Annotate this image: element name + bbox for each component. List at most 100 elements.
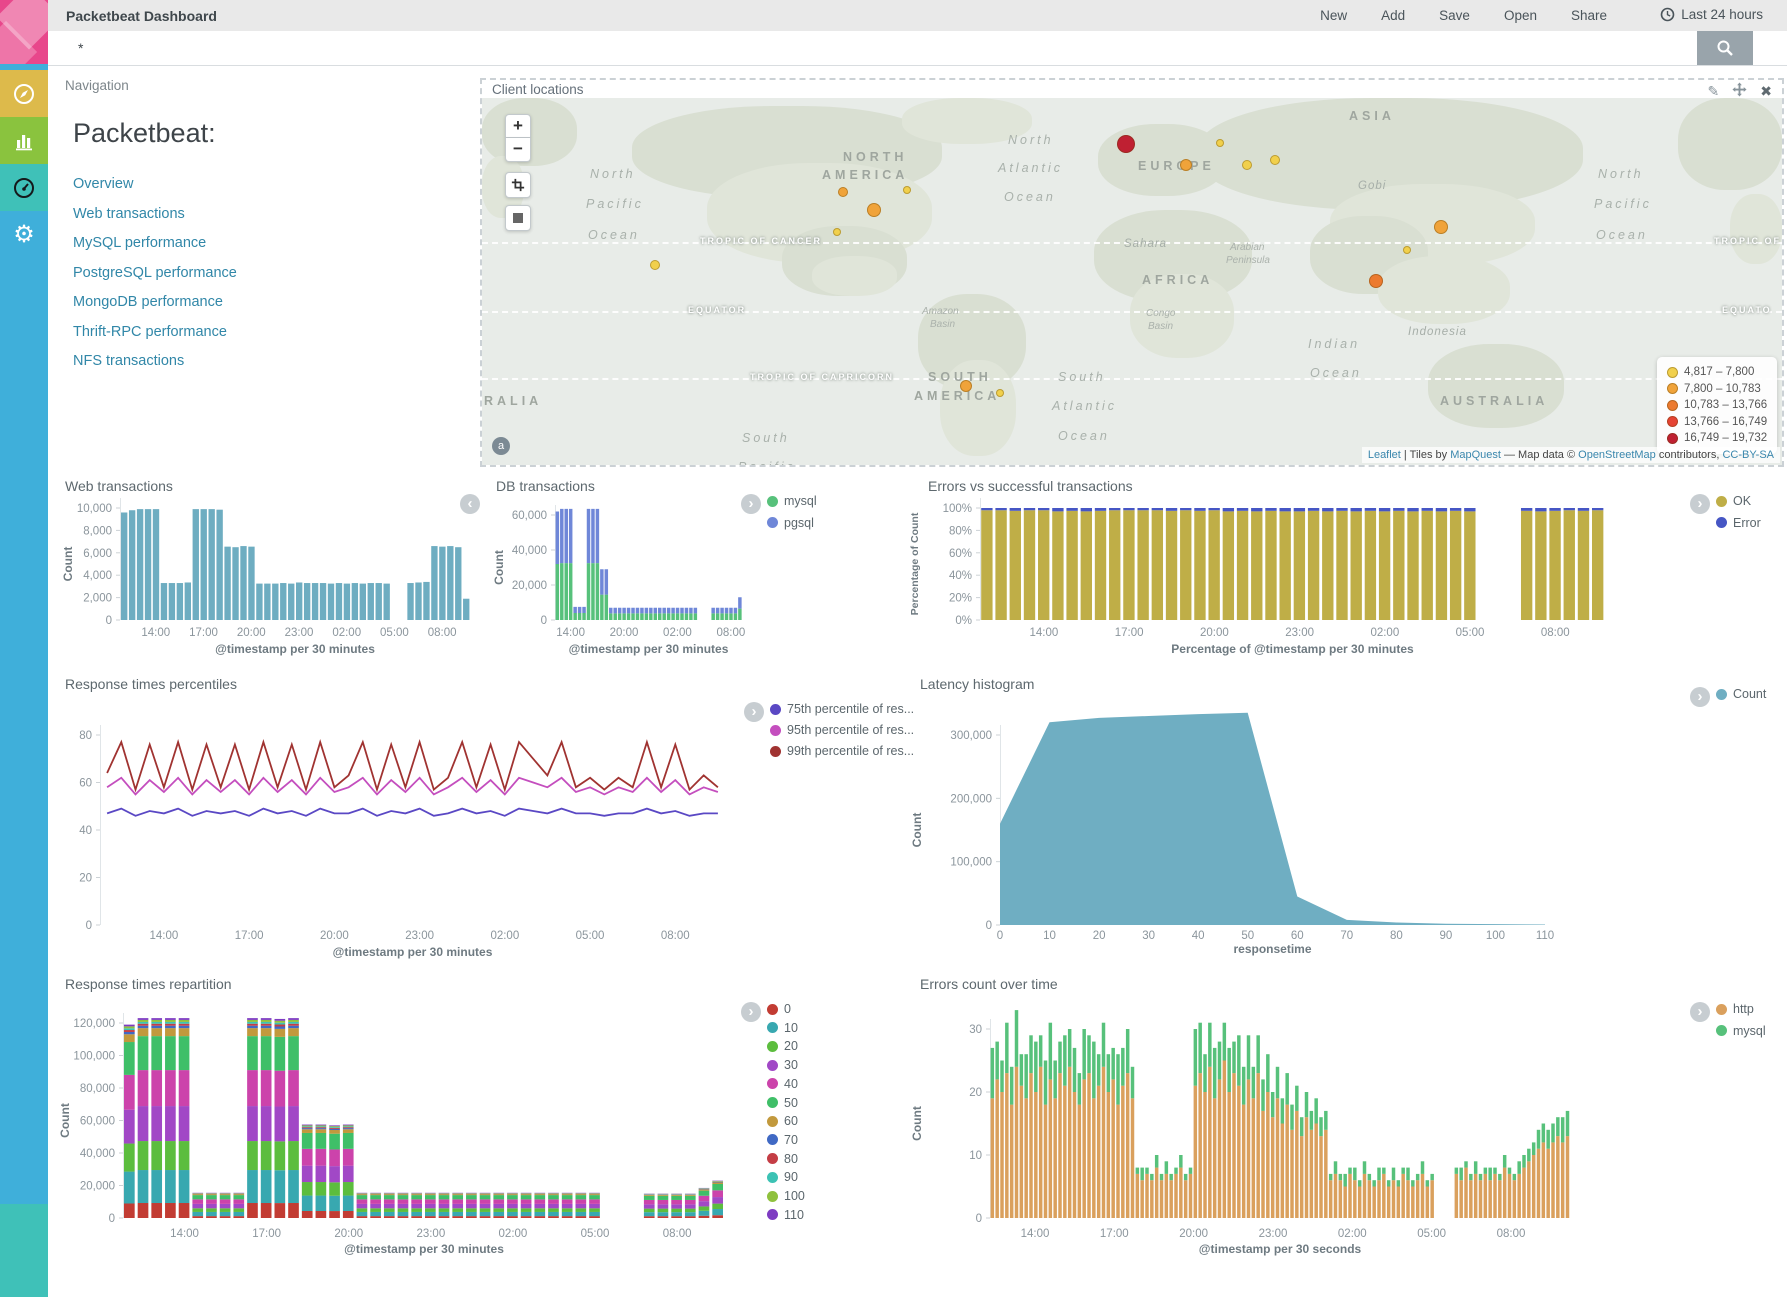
legend-item-error[interactable]: Error — [1716, 516, 1761, 530]
chart-title-latency: Latency histogram — [920, 676, 1035, 692]
menu-open[interactable]: Open — [1503, 8, 1537, 23]
repartition-bar-seg — [165, 1021, 176, 1024]
nav-link-nfs-transactions[interactable]: NFS transactions — [73, 353, 185, 369]
nav-link-mongodb-performance[interactable]: MongoDB performance — [73, 294, 223, 310]
mysql-bar — [1290, 1104, 1294, 1130]
map-zoom-out-button[interactable]: − — [505, 138, 531, 162]
legend-item-ok[interactable]: OK — [1716, 494, 1751, 508]
ok-bar — [1038, 510, 1050, 620]
svg-text:14:00: 14:00 — [556, 627, 585, 639]
search-input[interactable]: * — [78, 40, 84, 56]
legend-toggle-icon[interactable]: › — [1690, 1002, 1710, 1022]
repartition-bar-seg — [520, 1211, 532, 1217]
map-extent-button[interactable] — [505, 205, 531, 231]
world-map[interactable]: TROPIC OF CANCER EQUATOR TROPIC OF CAPRICO… — [482, 98, 1782, 465]
repartition-bar-seg — [479, 1203, 491, 1209]
nav-link-thrift-rpc-performance[interactable]: Thrift-RPC performance — [73, 323, 227, 340]
http-bar — [1512, 1180, 1517, 1218]
edit-panel-icon[interactable]: ✎ — [1707, 82, 1720, 99]
repartition-bar-seg — [219, 1216, 231, 1218]
legend-label: 110 — [784, 1207, 804, 1222]
error-bar — [1549, 508, 1561, 511]
svg-text:0: 0 — [997, 930, 1003, 942]
repartition-bar-seg — [206, 1195, 217, 1200]
nav-link-mysql-performance[interactable]: MySQL performance — [73, 235, 207, 251]
legend-item-80[interactable]: 80 — [767, 1152, 798, 1166]
legend-item-0[interactable]: 0 — [767, 1002, 791, 1016]
legend-item-75th-percentile-of-res-[interactable]: 75th percentile of res... — [770, 702, 914, 716]
svg-text:20: 20 — [79, 873, 92, 885]
move-panel-icon[interactable] — [1732, 82, 1747, 100]
db-bar-mysql — [644, 613, 649, 620]
sidebar-item-visualize[interactable] — [0, 117, 48, 164]
repartition-bar-seg — [575, 1208, 587, 1212]
legend-item-20[interactable]: 20 — [767, 1039, 798, 1053]
map-zoom-in-button[interactable]: + — [505, 114, 531, 138]
repartition-bar-seg — [233, 1208, 245, 1212]
sidebar-item-dashboard[interactable] — [0, 164, 48, 211]
svg-text:Count: Count — [910, 813, 924, 848]
map-crop-button[interactable] — [505, 172, 531, 198]
db-bar-mysql — [577, 613, 582, 620]
legend-item-pgsql[interactable]: pgsql — [767, 516, 814, 530]
menu-save[interactable]: Save — [1439, 8, 1470, 23]
time-picker[interactable]: Last 24 hours — [1660, 7, 1763, 22]
search-button[interactable] — [1697, 31, 1753, 65]
legend-item-mysql[interactable]: mysql — [767, 494, 817, 508]
mysql-bar — [1285, 1073, 1289, 1105]
repartition-bar-seg — [643, 1194, 655, 1196]
legend-toggle-icon[interactable]: ‹ — [460, 494, 480, 514]
legend-item-30[interactable]: 30 — [767, 1058, 798, 1072]
kibana-logo[interactable] — [0, 0, 48, 64]
menu-new[interactable]: New — [1320, 8, 1348, 23]
svg-text:Percentage of @timestamp per 3: Percentage of @timestamp per 30 minutes — [1171, 642, 1414, 656]
legend-item-110[interactable]: 110 — [767, 1208, 804, 1222]
attribution-link[interactable]: CC-BY-SA — [1722, 449, 1774, 461]
nav-link-postgresql-performance[interactable]: PostgreSQL performance — [73, 264, 237, 281]
repartition-bar-seg — [534, 1216, 546, 1218]
svg-text:20:00: 20:00 — [610, 627, 639, 639]
svg-text:60: 60 — [79, 778, 92, 790]
legend-item-40[interactable]: 40 — [767, 1077, 798, 1091]
legend-toggle-icon[interactable]: › — [741, 1002, 761, 1022]
legend-toggle-icon[interactable]: › — [1690, 687, 1710, 707]
menu-add[interactable]: Add — [1381, 8, 1406, 23]
repartition-bar-seg — [219, 1208, 231, 1212]
db-bar-mysql — [591, 563, 595, 620]
legend-toggle-icon[interactable]: › — [744, 702, 764, 722]
ok-bar — [1165, 510, 1178, 620]
legend-toggle-icon[interactable]: › — [741, 494, 761, 514]
legend-item-70[interactable]: 70 — [767, 1133, 798, 1147]
legend-item-100[interactable]: 100 — [767, 1189, 805, 1203]
mysql-bar — [1096, 1054, 1101, 1086]
legend-item-mysql[interactable]: mysql — [1716, 1024, 1766, 1038]
sidebar-item-settings[interactable]: ⚙ — [0, 211, 48, 258]
mysql-bar — [1522, 1155, 1526, 1168]
legend-item-90[interactable]: 90 — [767, 1170, 798, 1184]
legend-item-60[interactable]: 60 — [767, 1114, 798, 1128]
svg-text:08:00: 08:00 — [1541, 627, 1570, 639]
repartition-bar-seg — [657, 1195, 669, 1200]
legend-item-99th-percentile-of-res-[interactable]: 99th percentile of res... — [770, 744, 914, 758]
attribution-link[interactable]: MapQuest — [1450, 449, 1501, 461]
web-bar — [248, 546, 255, 620]
legend-item-10[interactable]: 10 — [767, 1021, 798, 1035]
legend-dot — [767, 1003, 778, 1015]
legend-item-50[interactable]: 50 — [767, 1096, 798, 1110]
menu-share[interactable]: Share — [1570, 8, 1607, 23]
nav-link-overview[interactable]: Overview — [73, 176, 134, 192]
repartition-bar-seg — [370, 1195, 381, 1200]
legend-item-95th-percentile-of-res-[interactable]: 95th percentile of res... — [770, 723, 914, 737]
legend-item-http[interactable]: http — [1716, 1002, 1754, 1016]
close-panel-icon[interactable]: ✖ — [1760, 82, 1772, 99]
db-bar-pgsql — [609, 607, 613, 614]
attribution-link[interactable]: Leaflet — [1367, 449, 1401, 461]
legend-dot — [1716, 1025, 1727, 1036]
http-bar — [1328, 1180, 1333, 1218]
sidebar-item-discover[interactable] — [0, 70, 48, 117]
nav-link-web-transactions[interactable]: Web transactions — [73, 205, 185, 222]
percentile-line — [106, 776, 719, 796]
attribution-link[interactable]: OpenStreetMap — [1578, 449, 1656, 461]
legend-toggle-icon[interactable]: › — [1690, 494, 1710, 514]
legend-item-count[interactable]: Count — [1716, 687, 1766, 701]
